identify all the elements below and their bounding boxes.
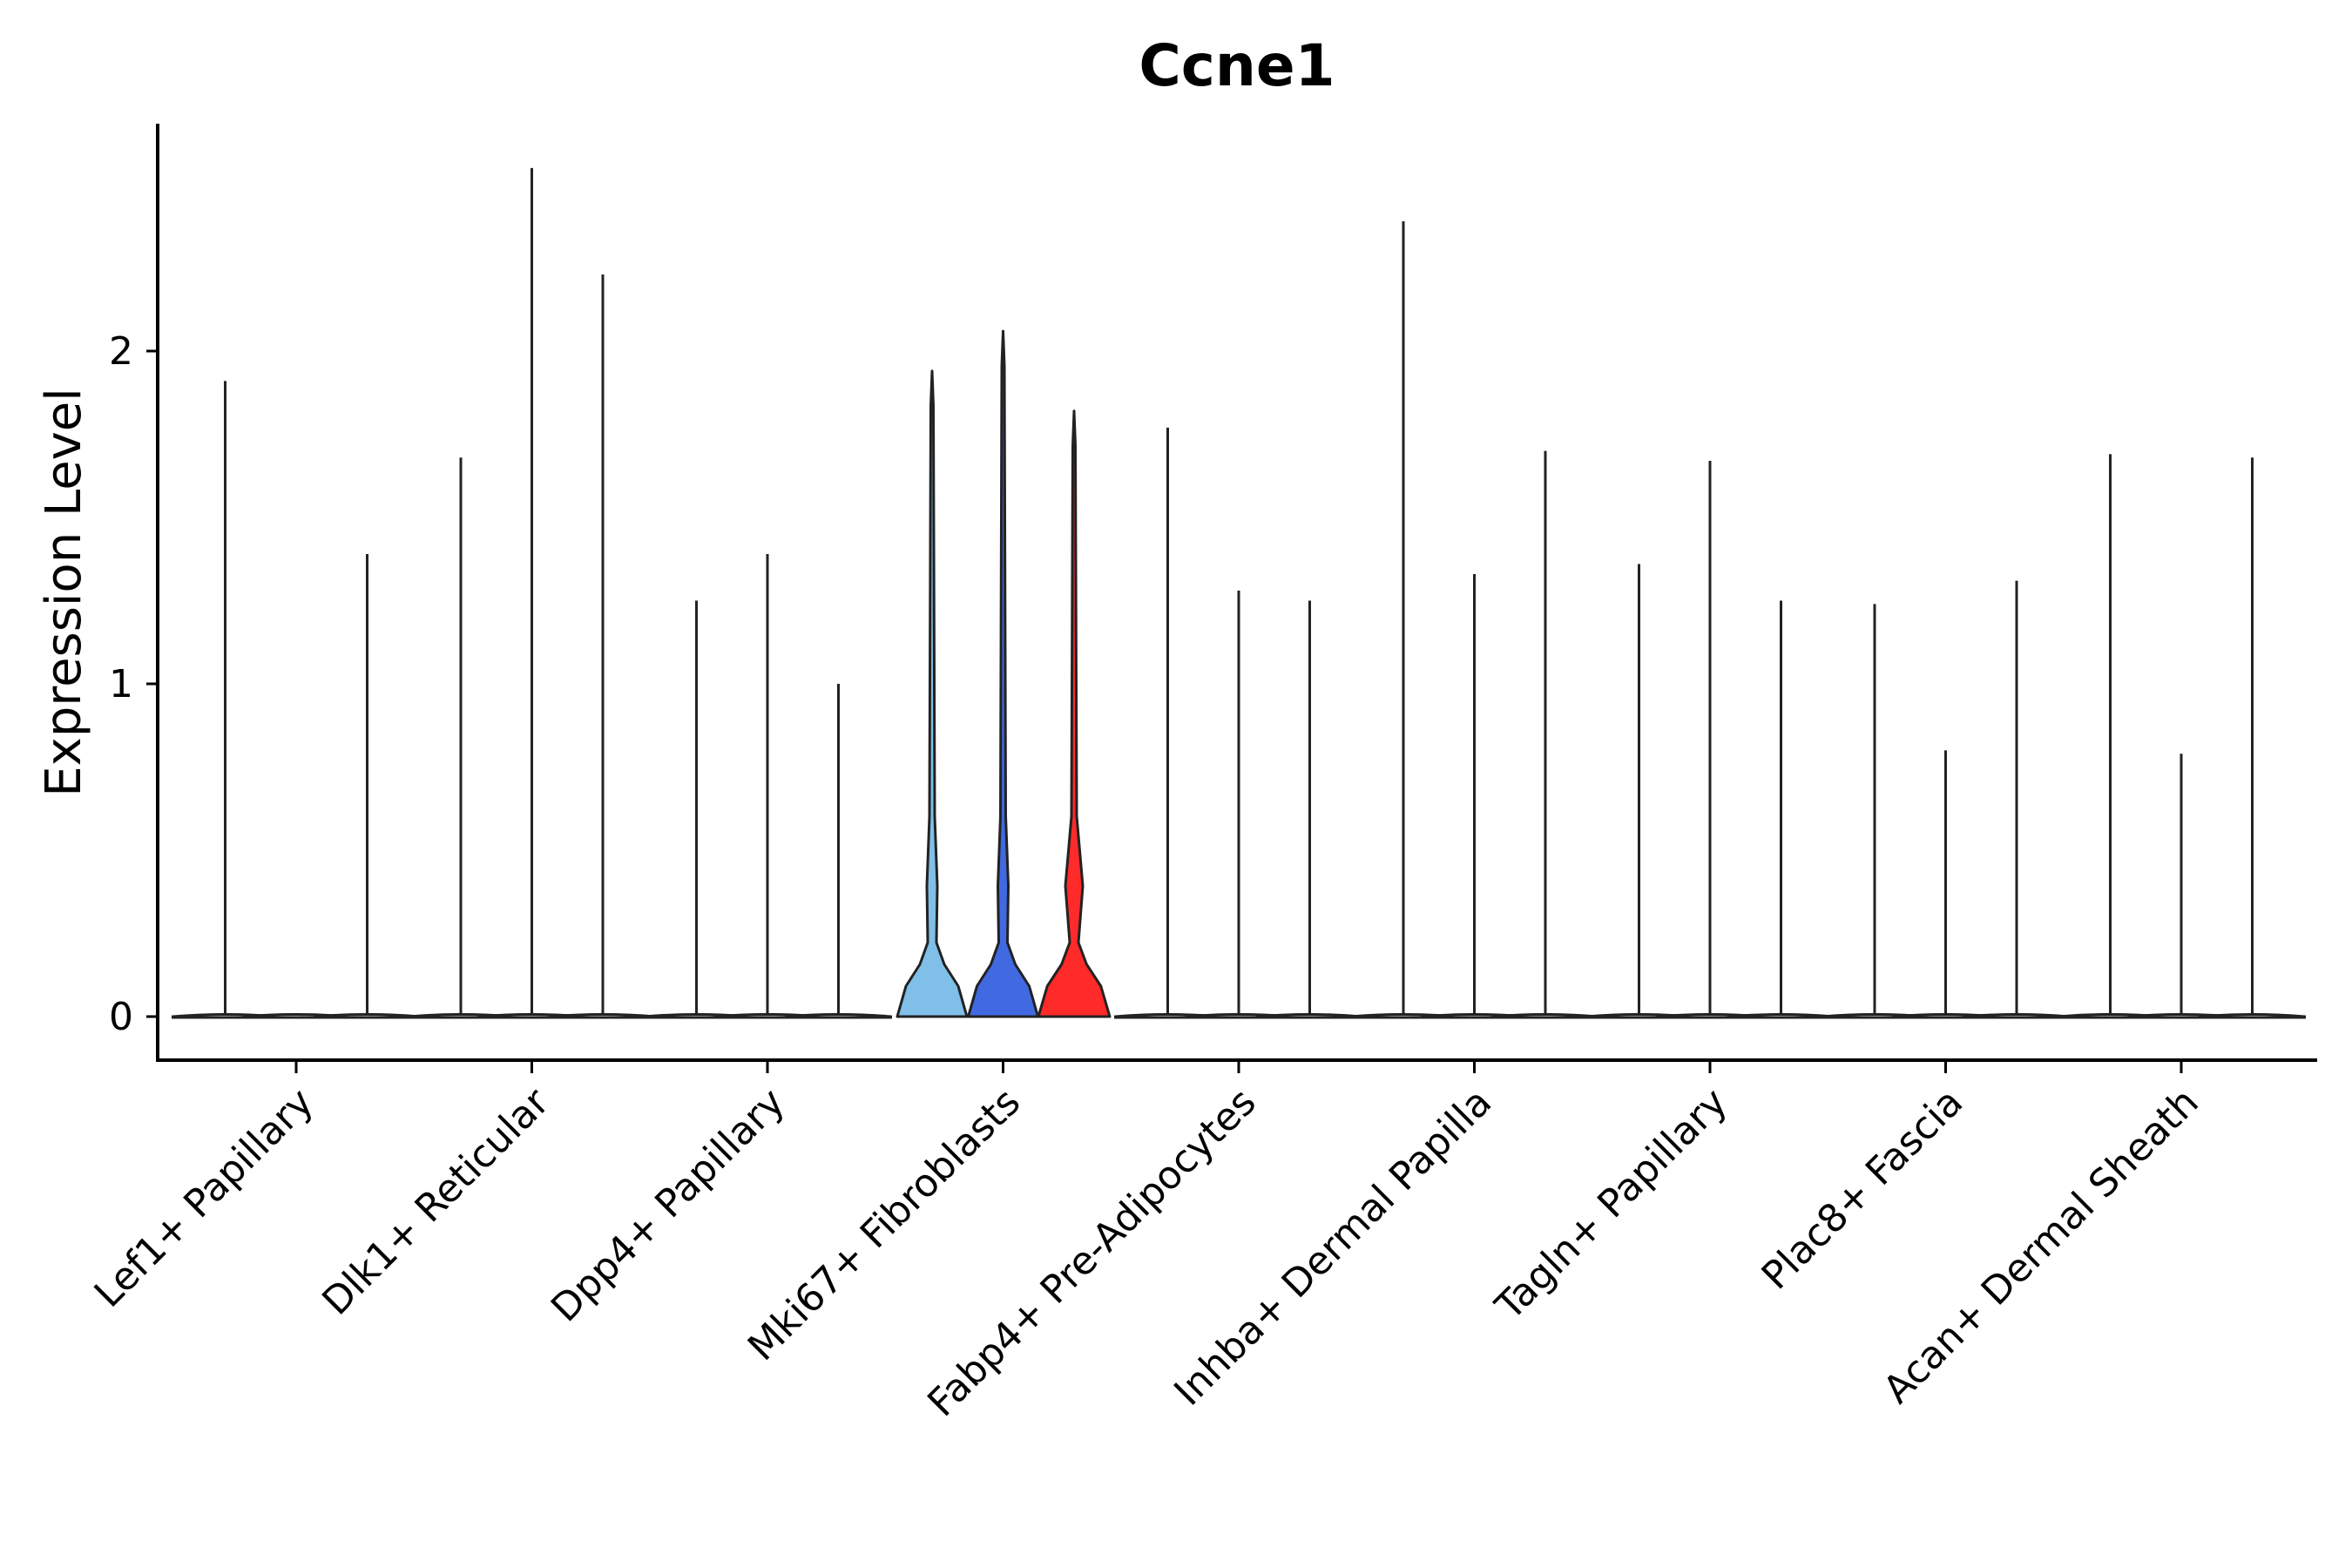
y-axis-label: Expression Level xyxy=(36,388,92,797)
y-tick-label: 1 xyxy=(109,662,133,706)
violin-shape xyxy=(1491,1013,1599,1019)
y-tick-label: 2 xyxy=(109,329,133,374)
violin-shape xyxy=(1037,409,1112,1018)
violin-shape xyxy=(785,1013,892,1019)
plot-area xyxy=(172,167,2306,1019)
violin-shape xyxy=(967,329,1039,1018)
x-tick-label: Mki67+ Fibroblasts xyxy=(740,1080,1029,1369)
violin-shape xyxy=(1963,1013,2071,1019)
y-ticks: 0 1 2 xyxy=(109,329,158,1039)
x-tick-label: Lef1+ Papillary xyxy=(86,1080,322,1316)
violin-shape xyxy=(549,1013,657,1019)
x-tick-label: Plac8+ Fascia xyxy=(1754,1080,1972,1299)
violin-shape xyxy=(896,369,969,1018)
violin-shape xyxy=(1727,1013,1835,1019)
violin-shape xyxy=(314,1013,421,1019)
x-tick-label: Tagln+ Papillary xyxy=(1487,1080,1736,1329)
x-tick-label: Dlk1+ Reticular xyxy=(314,1079,558,1324)
chart-title: Ccne1 xyxy=(1139,32,1335,99)
y-tick-label: 0 xyxy=(109,995,133,1039)
violin-shape xyxy=(1256,1013,1363,1019)
violin-shape xyxy=(2199,1013,2306,1019)
x-tick-label: Dpp4+ Papillary xyxy=(543,1080,794,1331)
